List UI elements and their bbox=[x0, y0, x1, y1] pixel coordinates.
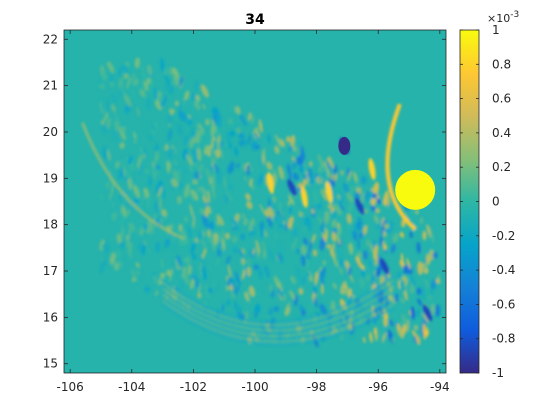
x-tick-label: -98 bbox=[307, 380, 327, 394]
x-tick-label: -104 bbox=[118, 380, 145, 394]
colorbar-tick-label: 0.6 bbox=[492, 92, 511, 106]
colorbar-tick-label: 0.2 bbox=[492, 160, 511, 174]
colorbar-tick-label: 0.8 bbox=[492, 57, 511, 71]
y-tick-label: 21 bbox=[43, 79, 58, 93]
colorbar: -1 -0.8 -0.6 -0.4 -0.2 0 0.2 0.4 0.6 0.8 1×10-3 bbox=[459, 10, 519, 380]
colorbar-tick-label: -0.4 bbox=[492, 263, 515, 277]
y-tick-label: 19 bbox=[43, 171, 58, 185]
strong-negative-spot bbox=[338, 136, 351, 155]
x-tick-label: -102 bbox=[180, 380, 207, 394]
colorbar-tick-label: -0.2 bbox=[492, 229, 515, 243]
plot-area bbox=[63, 29, 447, 374]
x-tick-label: -96 bbox=[368, 380, 388, 394]
field-texture bbox=[81, 57, 441, 348]
chart-title: 34 bbox=[245, 12, 265, 28]
x-tick-label: -94 bbox=[430, 380, 450, 394]
x-axis: -106 -104 -102 -100 -98 -96 -94 bbox=[57, 30, 450, 394]
colorbar-tick-label: -0.6 bbox=[492, 297, 515, 311]
colorbar-tick-label: 0.4 bbox=[492, 126, 511, 140]
y-axis: 15 16 17 18 19 20 21 22 bbox=[43, 32, 446, 371]
y-tick-label: 17 bbox=[43, 264, 58, 278]
colorbar-tick-label: 1 bbox=[492, 23, 500, 37]
strong-positive-spot bbox=[395, 169, 436, 210]
x-tick-label: -106 bbox=[57, 380, 84, 394]
y-tick-label: 18 bbox=[43, 218, 58, 232]
y-tick-label: 22 bbox=[43, 32, 58, 46]
colorbar-tick-label: 0 bbox=[492, 195, 500, 209]
colorbar-exponent: ×10-3 bbox=[487, 10, 519, 25]
y-tick-label: 20 bbox=[43, 125, 58, 139]
colorbar-tick-label: -0.8 bbox=[492, 332, 515, 346]
colorbar-tick-label: -1 bbox=[492, 366, 504, 380]
y-tick-label: 15 bbox=[43, 357, 58, 371]
y-tick-label: 16 bbox=[43, 310, 58, 324]
x-tick-label: -100 bbox=[241, 380, 268, 394]
